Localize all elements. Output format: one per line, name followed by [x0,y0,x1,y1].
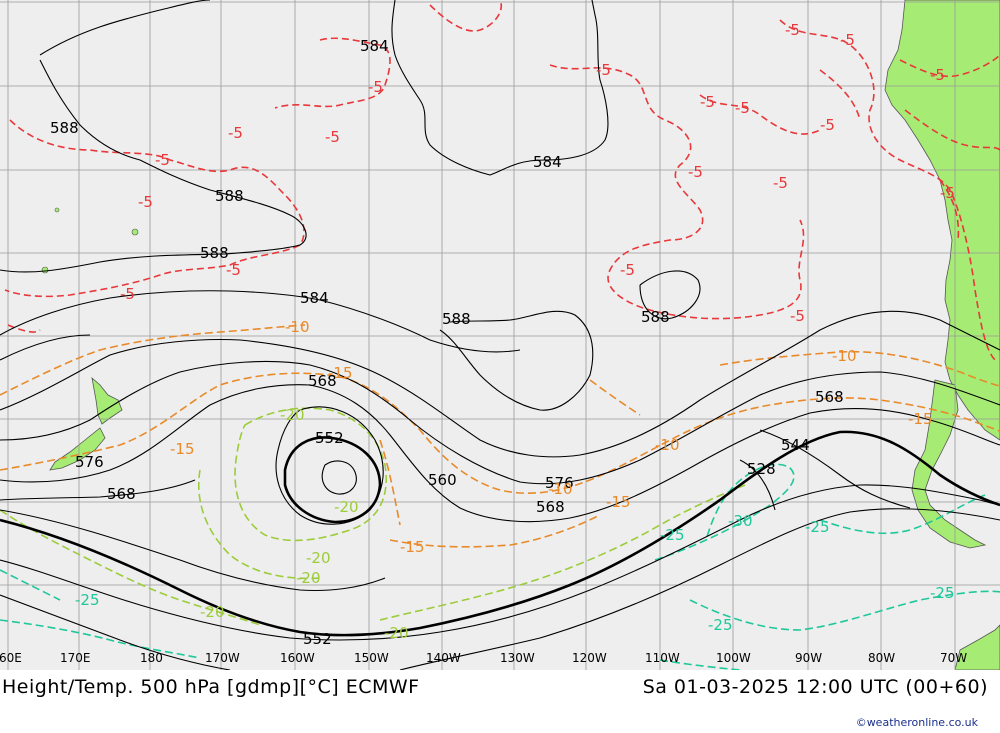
temp-label: -5 [325,128,340,146]
height-label: 568 [107,485,136,503]
island [131,228,139,236]
height-contours-bold [0,430,1000,637]
height-label: 568 [536,498,565,516]
temp-label: -10 [832,347,857,365]
temp-label: -5 [226,261,241,279]
temp-label: -5 [930,66,945,84]
isotherms-minus20 [0,407,746,626]
temp-label: -20 [280,406,305,424]
temp-label: -25 [660,526,685,544]
temp-label: -15 [606,493,631,511]
height-label: 544 [781,436,810,454]
temp-label: -5 [700,93,715,111]
lon-label: 180 [140,651,163,665]
height-label: 552 [315,429,344,447]
lon-label: 170E [60,651,91,665]
temp-label: -5 [940,184,955,202]
map-footer [0,670,1000,733]
longitude-labels: 60E 170E 180 170W 160W 150W 140W 130W 12… [0,651,967,665]
temp-label: -25 [75,591,100,609]
temp-label: -10 [285,318,310,336]
land-south-america [884,0,1000,441]
temp-label: -5 [820,116,835,134]
temp-label: -10 [655,436,680,454]
weather-map: 60E 170E 180 170W 160W 150W 140W 130W 12… [0,0,1000,671]
height-label: 588 [200,244,229,262]
temp-label: -15 [328,364,353,382]
temp-label: -5 [120,285,135,303]
temp-label: -5 [596,61,611,79]
temp-label: -10 [548,480,573,498]
lon-label: 70W [940,651,967,665]
lon-label: 150W [354,651,389,665]
temp-label: -25 [708,616,733,634]
temp-label: -20 [334,498,359,516]
land-new-zealand-south [49,427,106,471]
temp-label: -25 [805,518,830,536]
temp-labels-minus20: -20 -20 -20 -20 -20 -20 [200,406,409,642]
temp-label: -5 [228,124,243,142]
temp-label: -5 [790,307,805,325]
temp-label: -30 [728,512,753,530]
height-label: 528 [747,460,776,478]
lon-label: 80W [868,651,895,665]
temp-label: -5 [155,151,170,169]
temp-label: -20 [296,569,321,587]
lon-label: 60E [0,651,22,665]
map-title: Height/Temp. 500 hPa [gdmp][°C] ECMWF [2,676,420,698]
height-label: 584 [360,37,389,55]
isotherms-minus10-minus15 [0,324,1000,548]
temp-label: -5 [735,99,750,117]
height-label: 552 [303,630,332,648]
temp-label: -5 [785,21,800,39]
height-label: 584 [300,289,329,307]
temp-label: -25 [930,584,955,602]
credit-link[interactable]: ©weatheronline.co.uk [855,716,978,729]
land-new-zealand-north [91,376,123,425]
height-label: 584 [533,153,562,171]
temp-label: -5 [840,31,855,49]
valid-time: Sa 01-03-2025 12:00 UTC (00+60) [642,676,988,698]
temp-label: -5 [368,78,383,96]
lon-label: 130W [500,651,535,665]
height-label: 588 [50,119,79,137]
map-canvas: 60E 170E 180 170W 160W 150W 140W 130W 12… [0,0,1000,671]
temp-label: -5 [688,163,703,181]
temp-label: -5 [773,174,788,192]
height-labels: 584 588 588 588 584 584 588 588 568 552 … [50,37,844,648]
land-patagonia [911,379,987,549]
height-contours [0,0,1000,671]
lon-label: 120W [572,651,607,665]
lon-label: 90W [795,651,822,665]
isotherms-minus25-minus30 [0,463,1000,671]
height-label: 588 [442,310,471,328]
height-label: 568 [308,372,337,390]
height-label: 576 [75,453,104,471]
lon-label: 160W [280,651,315,665]
height-label: 568 [815,388,844,406]
island [54,207,60,213]
height-label: 576 [545,474,574,492]
lon-label: 110W [645,651,680,665]
temp-labels-minus5: -5 -5 -5 -5 -5 -5 -5 -5 -5 -5 -5 -5 -5 -… [120,21,955,325]
island [41,266,49,274]
height-label: 560 [428,471,457,489]
temp-label: -20 [200,603,225,621]
height-label: 588 [215,187,244,205]
temp-labels-minus10-minus15: -10 -10 -10 -10 -15 -15 -15 -15 -15 [170,318,933,556]
height-label: 588 [641,308,670,326]
lon-label: 100W [716,651,751,665]
temp-label: -20 [306,549,331,567]
temp-label: -15 [170,440,195,458]
temp-label: -15 [400,538,425,556]
temp-label: -5 [138,193,153,211]
isotherms-minus5 [4,0,1000,361]
temp-label: -20 [384,624,409,642]
temp-label: -5 [620,261,635,279]
lon-label: 140W [426,651,461,665]
lon-label: 170W [205,651,240,665]
temp-label: -15 [908,410,933,428]
temp-labels-minus25-minus30: -25 -25 -25 -25 -25 -30 [75,512,955,634]
